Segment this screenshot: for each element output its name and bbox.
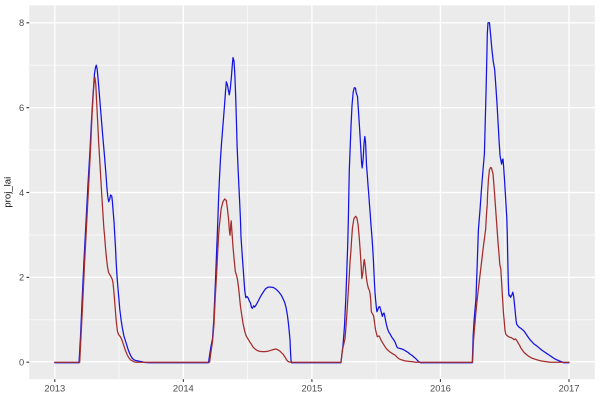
svg-text:proj_lai: proj_lai <box>3 177 14 208</box>
svg-text:8: 8 <box>19 17 24 28</box>
svg-text:0: 0 <box>19 357 24 368</box>
svg-text:2016: 2016 <box>430 383 451 394</box>
svg-text:2: 2 <box>19 272 24 283</box>
svg-text:2013: 2013 <box>44 383 65 394</box>
svg-text:2017: 2017 <box>559 383 580 394</box>
svg-text:2015: 2015 <box>301 383 322 394</box>
svg-text:2014: 2014 <box>173 383 194 394</box>
svg-text:4: 4 <box>19 187 24 198</box>
svg-text:6: 6 <box>19 102 24 113</box>
